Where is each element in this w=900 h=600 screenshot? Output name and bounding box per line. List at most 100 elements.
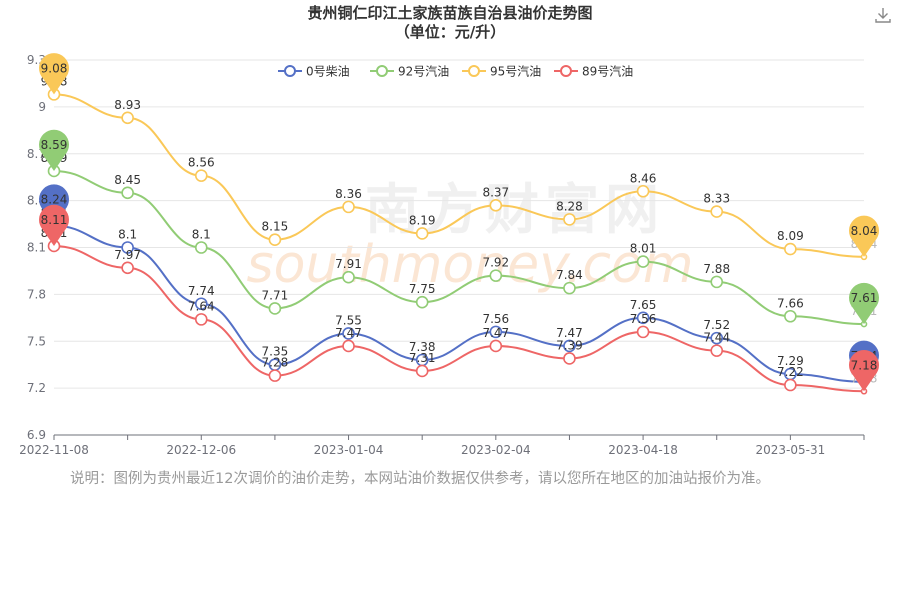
data-point	[489, 269, 503, 282]
watermark-text-cn: 南方财富网	[365, 178, 665, 241]
data-point	[710, 275, 724, 289]
data-point	[784, 242, 797, 256]
pin-marker: 7.18	[849, 350, 880, 392]
data-label: 8.1	[192, 228, 211, 242]
data-point	[342, 200, 355, 214]
data-point	[121, 261, 134, 275]
x-tick-label: 2022-11-08	[19, 443, 89, 457]
chart-title: 贵州铜仁印江土家族苗族自治县油价走势图 （单位：元/升）	[0, 4, 900, 42]
data-label: 7.22	[777, 365, 804, 379]
data-point	[784, 309, 797, 323]
y-tick-label: 7.2	[27, 381, 46, 395]
data-label: 7.91	[335, 257, 362, 271]
data-label: 7.65	[630, 298, 657, 312]
legend-item[interactable]: 92号汽油	[370, 64, 449, 79]
data-point	[636, 184, 650, 198]
data-label: 7.47	[335, 326, 362, 340]
data-point	[194, 297, 208, 311]
data-point	[563, 213, 576, 226]
pin-shape	[39, 204, 69, 246]
data-point	[121, 186, 134, 200]
data-label: 7.39	[556, 338, 583, 352]
data-point	[121, 241, 134, 254]
data-label: 7.35	[262, 345, 289, 359]
x-tick-label: 2023-01-04	[314, 443, 384, 457]
data-point	[342, 270, 355, 284]
data-label: 7.31	[409, 351, 436, 365]
x-tick-label: 2023-04-18	[608, 443, 678, 457]
pin-label: 8.59	[41, 138, 68, 152]
data-label: 7.47	[482, 326, 509, 340]
data-label: 7.88	[703, 262, 730, 276]
pin-label: 8.04	[851, 224, 878, 238]
pin-shape	[39, 129, 69, 171]
legend-symbol	[284, 65, 296, 77]
pin-label: 8.11	[41, 213, 68, 227]
chart-title-unit: （单位：元/升）	[394, 23, 506, 41]
data-point	[194, 169, 208, 182]
data-point	[194, 313, 208, 326]
y-tick-label: 8.1	[27, 241, 46, 255]
y-tick-label: 9	[38, 100, 46, 114]
y-tick-label: 7.5	[27, 334, 46, 348]
pin-shape	[849, 282, 880, 325]
data-point	[563, 352, 576, 365]
data-point	[268, 369, 282, 382]
pin-shape	[39, 53, 69, 95]
legend[interactable]: 0号柴油 92号汽油 95号汽油 89号汽油	[278, 64, 633, 79]
pin-markers: 8.248.599.088.117.247.618.047.18	[39, 53, 880, 392]
data-point	[710, 344, 724, 357]
data-label: 7.38	[409, 340, 436, 354]
legend-label: 95号汽油	[490, 64, 541, 79]
data-label: 7.55	[335, 313, 362, 327]
data-label: 7.74	[188, 284, 215, 298]
legend-item[interactable]: 0号柴油	[278, 65, 350, 79]
data-point	[415, 295, 429, 309]
data-label: 7.64	[188, 299, 215, 313]
data-label: 8.09	[777, 229, 804, 243]
data-point	[415, 364, 429, 378]
pin-label: 8.24	[41, 193, 68, 207]
data-point	[268, 233, 282, 246]
data-point	[563, 339, 576, 353]
data-label: 7.56	[630, 312, 657, 326]
data-label: 8.37	[482, 185, 509, 199]
y-tick-label: 6.9	[27, 428, 46, 442]
data-label: 7.97	[114, 248, 141, 262]
data-point	[784, 378, 797, 392]
legend-item[interactable]: 89号汽油	[554, 64, 633, 79]
x-tick-label: 2023-02-04	[461, 443, 531, 457]
pin-marker: 8.59	[39, 129, 69, 171]
data-label: 7.56	[482, 312, 509, 326]
data-label: 7.28	[262, 356, 289, 370]
legend-item[interactable]: 95号汽油	[462, 64, 541, 79]
data-label: 7.44	[703, 331, 730, 345]
data-label: 8.56	[188, 156, 215, 170]
data-point	[121, 111, 134, 125]
data-point	[710, 205, 724, 218]
data-label: 7.47	[556, 326, 583, 340]
data-label: 8.45	[114, 173, 141, 187]
x-tick-label: 2023-05-31	[755, 443, 825, 457]
y-tick-label: 7.8	[27, 287, 46, 301]
data-label: 7.66	[777, 296, 804, 310]
data-point	[342, 339, 355, 353]
data-label: 7.92	[482, 256, 509, 270]
download-icon[interactable]	[874, 6, 892, 24]
data-point	[489, 339, 503, 353]
data-point	[194, 241, 208, 254]
data-label: 8.36	[335, 187, 362, 201]
x-tick-label: 2022-12-06	[166, 443, 236, 457]
pin-marker: 8.11	[39, 204, 69, 246]
data-label: 8.1	[118, 228, 137, 242]
legend-label: 0号柴油	[306, 65, 350, 79]
data-point	[268, 302, 282, 315]
data-label: 8.01	[630, 242, 657, 256]
series-lines	[47, 88, 868, 395]
legend-symbol	[376, 65, 388, 77]
data-label: 8.33	[703, 192, 730, 206]
data-point	[636, 255, 650, 268]
